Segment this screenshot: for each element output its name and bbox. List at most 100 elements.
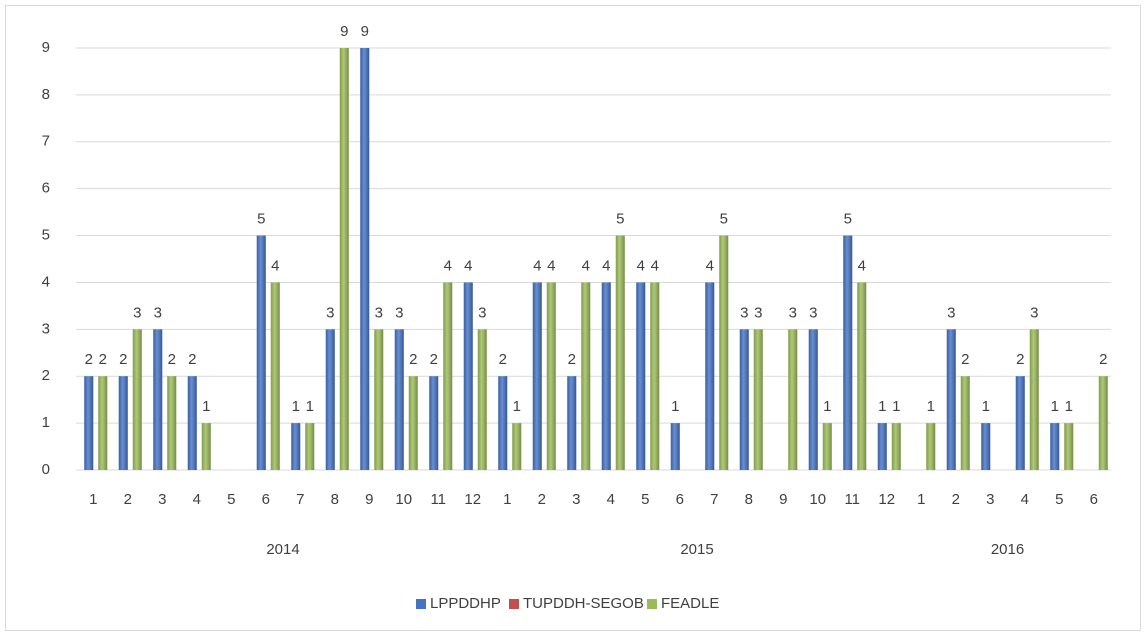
data-label: 5 bbox=[616, 211, 624, 228]
bar-shade bbox=[408, 376, 418, 470]
bar-shade bbox=[84, 376, 94, 470]
bar-group bbox=[1029, 329, 1039, 470]
legend-swatch bbox=[509, 599, 519, 609]
bar-group bbox=[1015, 376, 1025, 470]
x-tick-label: 1 bbox=[503, 491, 511, 508]
data-label: 3 bbox=[947, 304, 955, 321]
bar-shade bbox=[532, 282, 542, 470]
data-label: 5 bbox=[720, 211, 728, 228]
bar-shade bbox=[201, 423, 211, 470]
bar-shade bbox=[877, 423, 887, 470]
data-label: 3 bbox=[326, 304, 334, 321]
data-label: 4 bbox=[858, 257, 866, 274]
data-label: 2 bbox=[499, 351, 507, 368]
bar-shade bbox=[753, 329, 763, 470]
x-tick-label: 5 bbox=[641, 491, 649, 508]
bar-group bbox=[339, 48, 349, 470]
bar-shade bbox=[705, 282, 715, 470]
y-tick-label: 0 bbox=[42, 461, 50, 478]
bar-shade bbox=[153, 329, 163, 470]
data-label: 4 bbox=[706, 257, 714, 274]
data-label: 2 bbox=[85, 351, 93, 368]
bar-shade bbox=[256, 235, 266, 470]
bar-group bbox=[532, 282, 542, 470]
bar-group bbox=[753, 329, 763, 470]
legend-swatch bbox=[647, 599, 657, 609]
x-tick-label: 8 bbox=[745, 491, 753, 508]
data-label: 1 bbox=[892, 398, 900, 415]
bar-shade bbox=[394, 329, 404, 470]
bar-group bbox=[84, 376, 94, 470]
data-label: 1 bbox=[1051, 398, 1059, 415]
x-tick-label: 7 bbox=[296, 491, 304, 508]
x-tick-label: 9 bbox=[365, 491, 373, 508]
bar-group bbox=[374, 329, 384, 470]
bar-shade bbox=[960, 376, 970, 470]
bar-shade bbox=[636, 282, 646, 470]
x-tick-label: 2 bbox=[952, 491, 960, 508]
bar-group bbox=[581, 282, 591, 470]
bar-group bbox=[981, 423, 991, 470]
bar-group bbox=[601, 282, 611, 470]
bar-shade bbox=[670, 423, 680, 470]
x-tick-label: 4 bbox=[193, 491, 201, 508]
bar-group bbox=[291, 423, 301, 470]
bar-group bbox=[739, 329, 749, 470]
data-label: 2 bbox=[168, 351, 176, 368]
data-label: 2 bbox=[961, 351, 969, 368]
bar-shade bbox=[1050, 423, 1060, 470]
data-label: 4 bbox=[533, 257, 541, 274]
x-tick-label: 1 bbox=[89, 491, 97, 508]
x-tick-label: 1 bbox=[917, 491, 925, 508]
bar-group bbox=[477, 329, 487, 470]
bar-group bbox=[636, 282, 646, 470]
bar-group bbox=[443, 282, 453, 470]
legend-swatch bbox=[416, 599, 426, 609]
bar-group bbox=[360, 48, 370, 470]
bar-shade bbox=[946, 329, 956, 470]
bar-group bbox=[463, 282, 473, 470]
data-label: 3 bbox=[478, 304, 486, 321]
bar-shade bbox=[1098, 376, 1108, 470]
bar-group bbox=[201, 423, 211, 470]
x-tick-label: 10 bbox=[809, 491, 826, 508]
bar-group bbox=[822, 423, 832, 470]
bar-group bbox=[118, 376, 128, 470]
data-label: 3 bbox=[154, 304, 162, 321]
bar-group bbox=[394, 329, 404, 470]
bar-group bbox=[270, 282, 280, 470]
bar-group bbox=[567, 376, 577, 470]
bar-shade bbox=[512, 423, 522, 470]
bar-group bbox=[98, 376, 108, 470]
bar-group bbox=[1064, 423, 1074, 470]
data-label: 9 bbox=[340, 23, 348, 40]
data-label: 1 bbox=[306, 398, 314, 415]
data-label: 2 bbox=[1016, 351, 1024, 368]
bar-shade bbox=[187, 376, 197, 470]
data-label: 1 bbox=[202, 398, 210, 415]
data-label: 1 bbox=[671, 398, 679, 415]
data-label: 2 bbox=[1099, 351, 1107, 368]
bar-group bbox=[429, 376, 439, 470]
bar-shade bbox=[546, 282, 556, 470]
bar-group bbox=[650, 282, 660, 470]
bar-shade bbox=[291, 423, 301, 470]
bar-group bbox=[877, 423, 887, 470]
bar-group bbox=[891, 423, 901, 470]
bar-shade bbox=[118, 376, 128, 470]
data-label: 4 bbox=[464, 257, 472, 274]
bar-shade bbox=[429, 376, 439, 470]
x-tick-label: 6 bbox=[262, 491, 270, 508]
bar-group bbox=[167, 376, 177, 470]
x-tick-label: 4 bbox=[1021, 491, 1029, 508]
x-tick-label: 3 bbox=[986, 491, 994, 508]
bar-group bbox=[946, 329, 956, 470]
bar-group bbox=[498, 376, 508, 470]
y-tick-label: 5 bbox=[42, 227, 50, 244]
x-tick-label: 5 bbox=[1055, 491, 1063, 508]
bar-group bbox=[705, 282, 715, 470]
bar-group bbox=[1098, 376, 1108, 470]
bar-shade bbox=[581, 282, 591, 470]
data-label: 1 bbox=[927, 398, 935, 415]
